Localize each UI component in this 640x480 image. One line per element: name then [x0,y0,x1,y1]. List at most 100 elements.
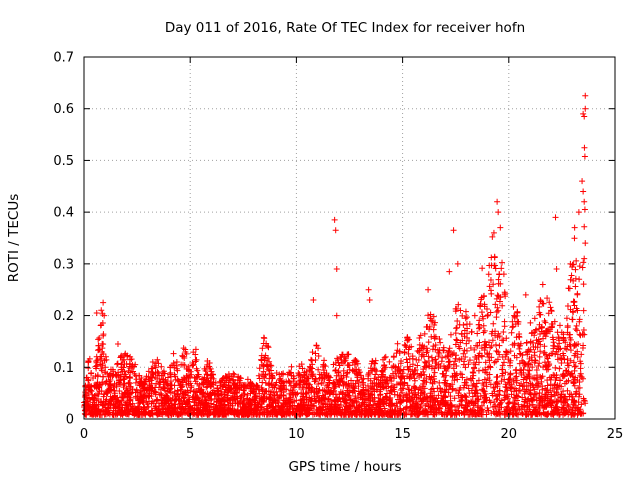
data-point [350,380,357,387]
data-point [496,342,503,349]
data-point [223,379,230,386]
data-point [199,393,206,400]
data-point [536,353,543,360]
data-point [539,386,546,393]
data-point [125,380,132,387]
data-point [445,383,452,390]
data-point [468,328,475,335]
data-point [465,385,472,392]
data-point [333,376,340,383]
chart-title: Day 011 of 2016, Rate Of TEC Index for r… [165,20,525,36]
data-point [273,370,280,377]
data-point [516,334,523,341]
data-point [421,378,428,385]
data-point [319,392,326,399]
data-point [466,337,473,344]
data-point [484,350,491,357]
data-point [486,283,493,290]
data-point [137,388,144,395]
data-point [438,358,445,365]
data-point [132,379,139,386]
data-point [580,395,587,402]
data-point [490,384,497,391]
data-point [575,385,582,392]
data-point [563,315,570,322]
data-point [452,305,459,312]
data-point [533,366,540,373]
data-point [427,393,434,400]
data-point [96,346,103,353]
data-point [382,373,389,380]
data-point [564,387,571,394]
data-point [502,383,509,390]
data-point [562,367,569,374]
data-point [493,393,500,400]
data-point [558,383,565,390]
data-point [354,372,361,379]
data-point [458,330,465,337]
data-point [504,387,511,394]
data-point [494,395,501,402]
data-point [492,328,499,335]
data-point [88,370,95,377]
data-point [544,295,551,302]
data-point [500,328,507,335]
data-point [95,336,102,343]
data-point [550,336,557,343]
data-point [493,309,500,316]
data-point [463,314,470,321]
data-point [145,374,152,381]
data-point [171,371,178,378]
data-point [568,272,575,279]
data-point [383,411,390,418]
data-point [386,358,393,365]
data-point [563,407,570,414]
data-point [385,383,392,390]
data-point [495,307,502,314]
data-point [382,353,389,360]
data-point [287,369,294,376]
data-point [499,302,506,309]
data-point [98,367,105,374]
data-point [580,259,587,266]
data-point [447,393,454,400]
y-tick-label: 0.6 [53,102,74,117]
x-tick-label: 15 [394,427,411,442]
data-point [513,397,520,404]
data-point [416,349,423,356]
data-point [114,361,121,368]
data-point [293,381,300,388]
data-point [487,287,494,294]
data-point [406,386,413,393]
data-point [527,319,534,326]
x-axis-label: GPS time / hours [288,459,401,475]
data-point [581,223,588,230]
data-point [536,360,543,367]
data-point [189,360,196,367]
data-point [420,383,427,390]
data-point [532,357,539,364]
data-point [175,377,182,384]
data-point [259,379,266,386]
data-point [120,376,127,383]
data-point [445,358,452,365]
data-point [192,346,199,353]
data-point [359,408,366,415]
data-point [481,376,488,383]
data-point [492,301,499,308]
data-point [487,309,494,316]
data-point [152,374,159,381]
data-point [261,357,268,364]
data-point [479,313,486,320]
data-point [532,344,539,351]
data-point [564,302,571,309]
data-point [267,395,274,402]
data-point [449,386,456,393]
data-point [480,322,487,329]
data-point [332,383,339,390]
data-point [100,332,107,339]
data-point [515,387,522,394]
data-point [346,382,353,389]
y-tick-label: 0.2 [53,309,74,324]
data-point [332,359,339,366]
